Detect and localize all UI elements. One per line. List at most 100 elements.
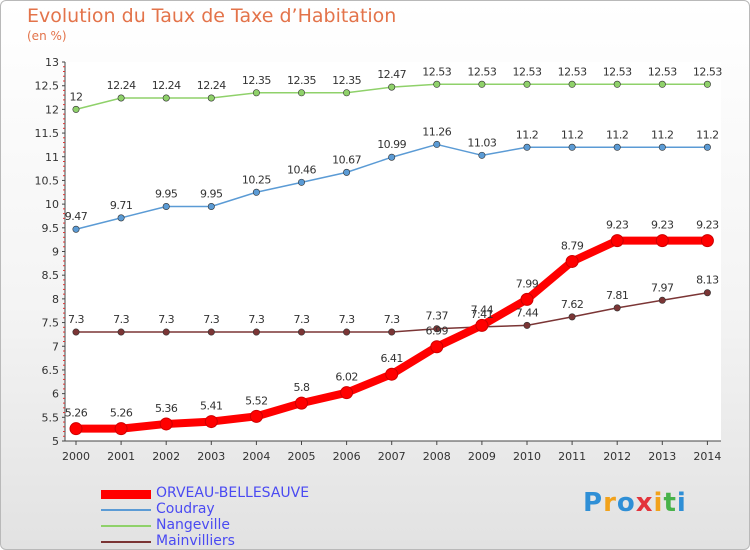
data-label: 7.99 xyxy=(516,277,539,290)
data-point-1 xyxy=(703,143,711,151)
data-point-0 xyxy=(430,340,444,354)
data-label: 7.62 xyxy=(561,298,584,311)
data-point-2 xyxy=(117,94,125,102)
data-point-2 xyxy=(162,94,170,102)
data-label: 12.35 xyxy=(242,74,271,87)
x-tick-label: 2001 xyxy=(107,450,135,463)
legend-label: ORVEAU-BELLESAUVE xyxy=(156,485,310,501)
y-tick-label: 12 xyxy=(45,103,59,116)
x-tick-label: 2004 xyxy=(242,450,270,463)
y-tick-label: 5 xyxy=(52,435,59,448)
x-tick-label: 2008 xyxy=(423,450,451,463)
data-point-1 xyxy=(478,151,486,159)
data-label: 6.99 xyxy=(426,325,449,338)
data-point-0 xyxy=(475,318,489,332)
data-label: 8.79 xyxy=(561,239,584,252)
data-point-1 xyxy=(343,168,351,176)
data-point-3 xyxy=(433,325,441,333)
data-point-1 xyxy=(72,225,80,233)
data-point-3 xyxy=(343,328,351,336)
data-label: 5.52 xyxy=(245,394,268,407)
data-label: 7.3 xyxy=(158,313,174,326)
data-label: 12.47 xyxy=(377,68,406,81)
data-point-2 xyxy=(433,80,441,88)
data-point-0 xyxy=(565,254,579,268)
y-tick-label: 8.5 xyxy=(42,269,60,282)
data-label: 6.02 xyxy=(335,371,358,384)
data-label: 11.2 xyxy=(651,128,674,141)
data-point-2 xyxy=(207,94,215,102)
data-point-3 xyxy=(703,289,711,297)
x-tick-label: 2002 xyxy=(152,450,180,463)
data-label: 9.23 xyxy=(696,219,719,232)
data-point-3 xyxy=(568,313,576,321)
chart-subtitle: (en %) xyxy=(27,29,67,43)
data-point-0 xyxy=(655,234,669,248)
data-point-2 xyxy=(72,105,80,113)
data-label: 9.23 xyxy=(651,219,674,232)
data-point-1 xyxy=(613,143,621,151)
data-point-0 xyxy=(340,386,354,400)
logo-letter: P xyxy=(583,488,604,518)
data-point-0 xyxy=(204,415,218,429)
y-tick-label: 9.5 xyxy=(42,222,60,235)
x-tick-label: 2007 xyxy=(378,450,406,463)
data-point-3 xyxy=(523,321,531,329)
y-tick-label: 11 xyxy=(45,151,59,164)
data-label: 11.26 xyxy=(422,125,451,138)
data-point-3 xyxy=(72,328,80,336)
data-point-2 xyxy=(388,83,396,91)
data-point-1 xyxy=(523,143,531,151)
data-point-0 xyxy=(69,422,83,436)
y-tick-label: 12.5 xyxy=(35,80,60,93)
legend-label: Mainvilliers xyxy=(156,533,235,549)
x-tick-label: 2013 xyxy=(648,450,676,463)
data-label: 10.99 xyxy=(377,138,406,151)
legend-swatch xyxy=(101,541,151,543)
y-tick-label: 5.5 xyxy=(42,411,60,424)
data-label: 9.95 xyxy=(155,187,178,200)
x-tick-label: 2005 xyxy=(288,450,316,463)
data-label: 7.44 xyxy=(471,303,494,316)
data-label: 5.26 xyxy=(110,407,133,420)
logo-letter: o xyxy=(616,488,636,518)
data-label: 12.53 xyxy=(603,65,632,78)
legend-label: Coudray xyxy=(156,501,215,517)
data-label: 12.53 xyxy=(467,65,496,78)
data-label: 12.53 xyxy=(693,65,722,78)
legend-swatch xyxy=(101,509,151,511)
legend-label: Nangeville xyxy=(156,517,230,533)
data-label: 8.13 xyxy=(696,274,719,287)
logo-letter: i xyxy=(653,488,664,518)
data-label: 12.53 xyxy=(513,65,542,78)
data-point-0 xyxy=(385,367,399,381)
y-tick-label: 6.5 xyxy=(42,364,60,377)
data-label: 11.03 xyxy=(467,136,496,149)
y-tick-label: 9 xyxy=(52,246,59,259)
data-label: 12.53 xyxy=(558,65,587,78)
x-tick-label: 2011 xyxy=(558,450,586,463)
data-point-3 xyxy=(658,296,666,304)
data-label: 6.41 xyxy=(380,352,403,365)
y-tick-label: 11.5 xyxy=(35,127,60,140)
data-label: 9.23 xyxy=(606,219,629,232)
legend-swatch xyxy=(101,489,151,499)
data-label: 7.3 xyxy=(339,313,355,326)
data-label: 7.3 xyxy=(294,313,310,326)
logo-letter: r xyxy=(603,488,617,518)
x-tick-label: 2009 xyxy=(468,450,496,463)
data-label: 12.35 xyxy=(332,74,361,87)
data-point-1 xyxy=(207,202,215,210)
legend-swatch xyxy=(101,525,151,527)
x-tick-label: 2010 xyxy=(513,450,541,463)
data-point-2 xyxy=(568,80,576,88)
plot-area xyxy=(65,62,721,441)
data-label: 7.41 xyxy=(471,308,494,321)
data-label: 7.81 xyxy=(606,289,629,302)
data-label: 10.46 xyxy=(287,163,316,176)
data-point-2 xyxy=(252,89,260,97)
data-point-2 xyxy=(343,89,351,97)
data-point-0 xyxy=(114,422,128,436)
